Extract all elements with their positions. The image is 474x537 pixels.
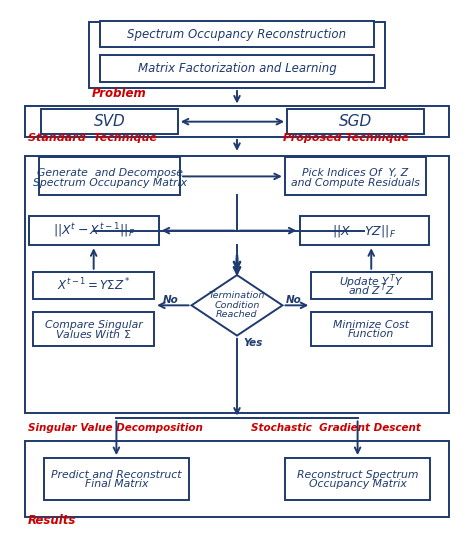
Text: Condition: Condition (214, 301, 260, 310)
Text: Occupancy Matrix: Occupancy Matrix (309, 479, 407, 489)
FancyBboxPatch shape (26, 156, 448, 413)
Text: SVD: SVD (94, 114, 126, 129)
Text: Yes: Yes (244, 338, 263, 348)
Text: Spectrum Occupancy Matrix: Spectrum Occupancy Matrix (33, 178, 187, 188)
Text: Problem: Problem (91, 87, 146, 100)
Text: Pick Indices Of  Y, Z: Pick Indices Of Y, Z (302, 168, 409, 178)
Text: Predict and Reconstruct: Predict and Reconstruct (51, 470, 182, 480)
Polygon shape (191, 275, 283, 336)
Text: Spectrum Occupancy Reconstruction: Spectrum Occupancy Reconstruction (128, 28, 346, 41)
Text: Reconstruct Spectrum: Reconstruct Spectrum (297, 470, 419, 480)
FancyBboxPatch shape (311, 272, 431, 299)
FancyBboxPatch shape (26, 441, 448, 517)
FancyBboxPatch shape (29, 216, 158, 245)
Text: Generate  and Decompose: Generate and Decompose (36, 168, 182, 178)
FancyBboxPatch shape (311, 312, 431, 346)
Text: Update $Y^TY$: Update $Y^TY$ (339, 272, 403, 291)
Text: $| |X^t - X^{t-1}| |_F$: $| |X^t - X^{t-1}| |_F$ (53, 221, 135, 240)
Text: $X^{t-1} = Y\Sigma Z^*$: $X^{t-1} = Y\Sigma Z^*$ (57, 277, 130, 294)
Text: Minimize Cost: Minimize Cost (333, 321, 409, 330)
FancyBboxPatch shape (33, 272, 154, 299)
Text: and $Z^TZ$: and $Z^TZ$ (348, 282, 394, 299)
Text: Compare Singular: Compare Singular (45, 321, 143, 330)
Text: Final Matrix: Final Matrix (85, 479, 148, 489)
Text: $| |X - YZ| |_F$: $| |X - YZ| |_F$ (332, 223, 397, 238)
Text: SGD: SGD (339, 114, 372, 129)
FancyBboxPatch shape (100, 55, 374, 82)
Text: Proposed Technique: Proposed Technique (283, 133, 409, 143)
Text: No: No (286, 295, 302, 305)
FancyBboxPatch shape (41, 109, 178, 134)
FancyBboxPatch shape (300, 216, 429, 245)
FancyBboxPatch shape (100, 21, 374, 47)
Text: and Compute Residuals: and Compute Residuals (291, 178, 420, 188)
Text: Values With $\Sigma$: Values With $\Sigma$ (55, 328, 132, 340)
FancyBboxPatch shape (89, 23, 385, 88)
FancyBboxPatch shape (287, 109, 424, 134)
Text: Stochastic  Gradient Descent: Stochastic Gradient Descent (251, 423, 420, 433)
Text: Function: Function (348, 329, 394, 339)
Text: No: No (163, 295, 179, 305)
FancyBboxPatch shape (26, 106, 448, 137)
FancyBboxPatch shape (285, 157, 426, 195)
Text: Singular Value Decomposition: Singular Value Decomposition (27, 423, 202, 433)
Text: Results: Results (27, 513, 76, 527)
Text: Standard  Technique: Standard Technique (27, 133, 156, 143)
Text: Reached: Reached (216, 310, 258, 320)
FancyBboxPatch shape (39, 157, 180, 195)
FancyBboxPatch shape (44, 458, 189, 500)
Text: Matrix Factorization and Learning: Matrix Factorization and Learning (137, 62, 337, 75)
FancyBboxPatch shape (285, 458, 430, 500)
Text: Termination: Termination (209, 292, 265, 300)
FancyBboxPatch shape (33, 312, 154, 346)
